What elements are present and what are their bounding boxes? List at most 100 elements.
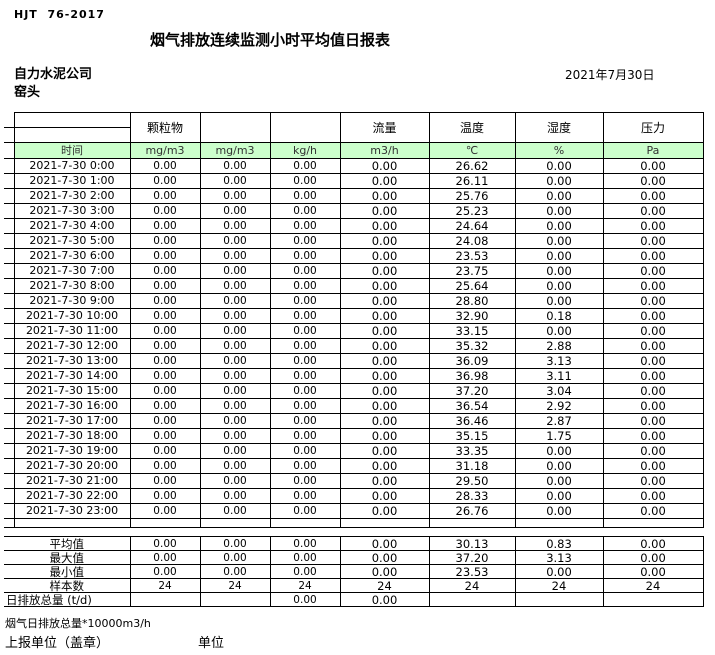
time-cell: 2021-7-30 2:00 bbox=[13, 188, 131, 204]
value-cell: 0.00 bbox=[514, 233, 604, 249]
value-cell: 0.00 bbox=[199, 293, 271, 309]
value-cell: 0.00 bbox=[269, 263, 341, 279]
value-cell: 0.00 bbox=[129, 188, 201, 204]
value-cell: 0.00 bbox=[602, 218, 704, 234]
empty-cell bbox=[428, 518, 516, 528]
summary-value-cell: 24 bbox=[199, 578, 271, 593]
left-margin-cell bbox=[4, 173, 15, 189]
summary-value-cell: 0.00 bbox=[129, 536, 201, 551]
left-margin-cell bbox=[4, 203, 15, 219]
value-cell: 25.64 bbox=[428, 278, 516, 294]
value-cell: 0.00 bbox=[602, 473, 704, 489]
value-cell: 0.00 bbox=[129, 458, 201, 474]
value-cell: 0.00 bbox=[602, 443, 704, 459]
time-cell: 2021-7-30 3:00 bbox=[13, 203, 131, 219]
value-cell: 3.04 bbox=[514, 383, 604, 399]
value-cell: 0.00 bbox=[602, 263, 704, 279]
value-cell: 0.00 bbox=[199, 383, 271, 399]
value-cell: 0.00 bbox=[129, 218, 201, 234]
table-row: 2021-7-30 12:00 0.00 0.00 0.00 0.00 35.32 2.88… bbox=[4, 338, 704, 354]
left-margin-cell bbox=[4, 112, 15, 128]
value-cell: 0.00 bbox=[199, 323, 271, 339]
value-cell: 33.35 bbox=[428, 443, 516, 459]
left-margin-cell bbox=[4, 127, 15, 143]
empty-cell bbox=[269, 518, 341, 528]
table-row: 2021-7-30 6:00 0.00 0.00 0.00 0.00 23.53 0.00 0… bbox=[4, 248, 704, 264]
param-header-cell: 颗粒物 bbox=[129, 112, 201, 143]
left-margin-cell bbox=[4, 323, 15, 339]
value-cell: 0.00 bbox=[602, 398, 704, 414]
value-cell: 0.00 bbox=[269, 338, 341, 354]
table-row: 2021-7-30 22:00 0.00 0.00 0.00 0.00 28.33 0.00… bbox=[4, 488, 704, 504]
value-cell: 0.00 bbox=[339, 488, 430, 504]
value-cell: 0.00 bbox=[199, 488, 271, 504]
time-cell: 2021-7-30 7:00 bbox=[13, 263, 131, 279]
value-cell: 0.00 bbox=[269, 248, 341, 264]
value-cell: 0.00 bbox=[129, 503, 201, 519]
left-margin-cell bbox=[4, 188, 15, 204]
value-cell: 28.33 bbox=[428, 488, 516, 504]
value-cell: 0.00 bbox=[129, 398, 201, 414]
value-cell: 0.00 bbox=[339, 428, 430, 444]
summary-value-cell: 24 bbox=[514, 578, 604, 593]
time-cell: 2021-7-30 18:00 bbox=[13, 428, 131, 444]
value-cell: 26.76 bbox=[428, 503, 516, 519]
summary-label-cell: 最大值 bbox=[4, 550, 131, 565]
value-cell: 35.32 bbox=[428, 338, 516, 354]
time-cell: 2021-7-30 20:00 bbox=[13, 458, 131, 474]
value-cell: 0.00 bbox=[269, 398, 341, 414]
summary-value-cell: 0.00 bbox=[269, 550, 341, 565]
summary-row: 最小值 0.00 0.00 0.00 0.00 23.53 0.00 0.00 bbox=[4, 564, 704, 579]
table-row: 2021-7-30 21:00 0.00 0.00 0.00 0.00 29.50 0.00… bbox=[4, 473, 704, 489]
value-cell: 0.00 bbox=[199, 443, 271, 459]
value-cell: 0.00 bbox=[602, 503, 704, 519]
station-name: 窑头 bbox=[14, 85, 41, 100]
summary-value-cell: 23.53 bbox=[428, 564, 516, 579]
summary-value-cell: 0.83 bbox=[514, 536, 604, 551]
value-cell: 0.00 bbox=[339, 188, 430, 204]
summary-value-cell bbox=[602, 592, 704, 607]
time-cell: 2021-7-30 23:00 bbox=[13, 503, 131, 519]
left-margin-cell bbox=[4, 443, 15, 459]
value-cell: 29.50 bbox=[428, 473, 516, 489]
value-cell: 0.00 bbox=[129, 308, 201, 324]
summary-value-cell: 24 bbox=[129, 578, 201, 593]
company-name: 自力水泥公司 bbox=[14, 67, 93, 82]
value-cell: 0.00 bbox=[514, 488, 604, 504]
summary-value-cell: 0.00 bbox=[199, 550, 271, 565]
value-cell: 0.00 bbox=[602, 308, 704, 324]
left-margin-cell bbox=[4, 383, 15, 399]
summary-value-cell: 0.00 bbox=[514, 564, 604, 579]
value-cell: 2.87 bbox=[514, 413, 604, 429]
value-cell: 0.00 bbox=[602, 293, 704, 309]
unit-cell: m3/h bbox=[339, 142, 430, 159]
summary-row: 平均值 0.00 0.00 0.00 0.00 30.13 0.83 0.00 bbox=[4, 536, 704, 551]
time-cell: 2021-7-30 10:00 bbox=[13, 308, 131, 324]
value-cell: 0.00 bbox=[339, 293, 430, 309]
value-cell: 0.00 bbox=[269, 428, 341, 444]
value-cell: 37.20 bbox=[428, 383, 516, 399]
table-row: 2021-7-30 5:00 0.00 0.00 0.00 0.00 24.08 0.00 0… bbox=[4, 233, 704, 249]
value-cell: 0.00 bbox=[269, 323, 341, 339]
time-header-cell: 时间 bbox=[13, 142, 131, 159]
left-margin-cell bbox=[4, 248, 15, 264]
left-margin-cell bbox=[4, 158, 15, 174]
left-margin-cell bbox=[4, 458, 15, 474]
value-cell: 0.00 bbox=[129, 233, 201, 249]
value-cell: 0.00 bbox=[602, 278, 704, 294]
value-cell: 0.00 bbox=[602, 323, 704, 339]
value-cell: 0.00 bbox=[339, 173, 430, 189]
doc-code: HJT 76-2017 bbox=[14, 8, 105, 21]
value-cell: 0.00 bbox=[339, 248, 430, 264]
value-cell: 0.00 bbox=[339, 458, 430, 474]
time-cell: 2021-7-30 5:00 bbox=[13, 233, 131, 249]
value-cell: 0.00 bbox=[129, 443, 201, 459]
value-cell: 0.00 bbox=[602, 233, 704, 249]
unit-cell: mg/m3 bbox=[199, 142, 271, 159]
summary-value-cell: 24 bbox=[269, 578, 341, 593]
value-cell: 0.00 bbox=[269, 173, 341, 189]
value-cell: 0.00 bbox=[199, 338, 271, 354]
value-cell: 0.00 bbox=[514, 293, 604, 309]
value-cell: 24.08 bbox=[428, 233, 516, 249]
summary-value-cell: 0.00 bbox=[339, 550, 430, 565]
